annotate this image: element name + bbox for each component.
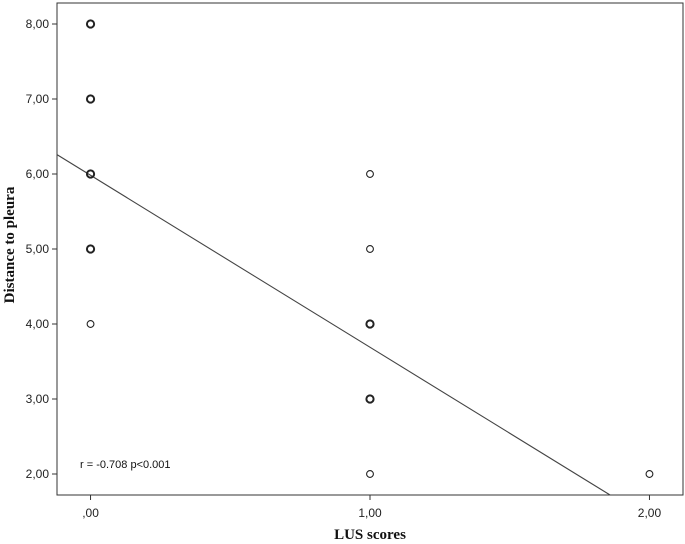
data-point [85,94,96,104]
y-tick-label: 5,00 [26,242,50,256]
y-tick-label: 4,00 [26,317,50,331]
x-tick-label: 1,00 [358,506,382,520]
data-point [85,19,96,29]
data-point [366,245,374,253]
y-axis-title: Distance to pleura [2,186,18,303]
x-tick-label: 2,00 [638,506,662,520]
y-tick-label: 6,00 [26,167,50,181]
data-point [85,244,96,254]
data-point [365,319,375,329]
data-point [645,470,654,478]
y-tick-label: 7,00 [26,92,50,106]
fit-line [56,154,611,496]
data-point [365,394,375,404]
annotation-text: r = -0.708 p<0.001 [80,459,171,471]
data-point [86,320,95,328]
data-point [366,470,374,478]
data-point [85,169,96,179]
y-tick-label: 2,00 [26,467,50,481]
y-tick-label: 8,00 [26,17,50,31]
y-tick-label: 3,00 [26,392,50,406]
data-point [366,170,374,178]
plot-frame [56,2,684,496]
x-axis-title: LUS scores [334,527,406,543]
x-tick-label: ,00 [82,506,99,520]
